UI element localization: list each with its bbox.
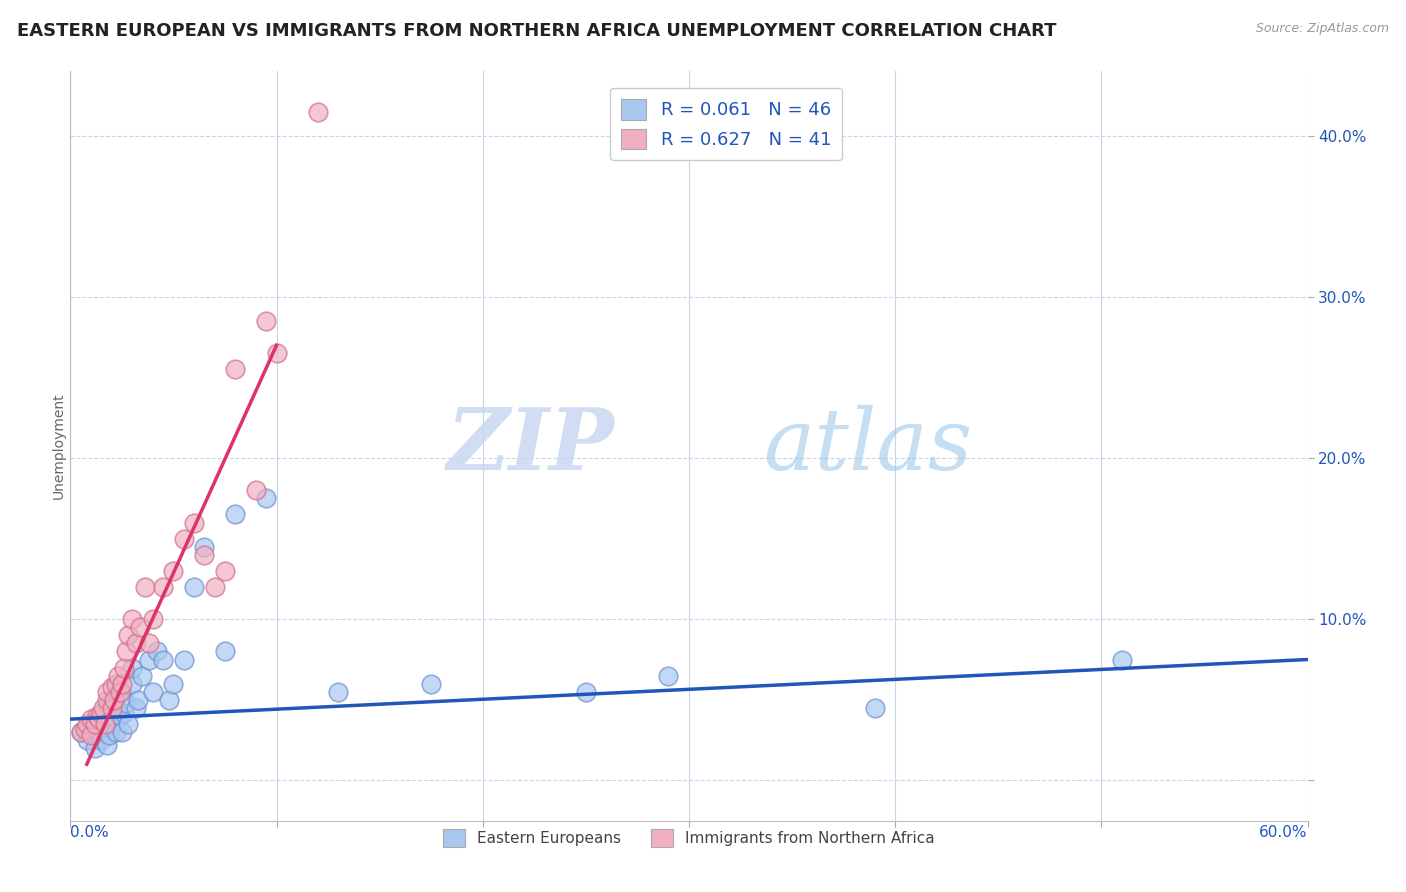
Point [193, 548, 215, 562]
Point [107, 684, 129, 698]
Point [84, 728, 107, 742]
Point [121, 676, 143, 690]
Point [100, 701, 122, 715]
Point [96, 738, 118, 752]
Point [142, 684, 165, 698]
Point [307, 104, 329, 119]
Point [112, 706, 135, 720]
Point [1111, 652, 1133, 666]
Point [224, 508, 246, 522]
Point [103, 712, 125, 726]
Point [98, 728, 121, 742]
Point [121, 660, 143, 674]
Point [204, 580, 226, 594]
Point [131, 668, 153, 682]
Point [328, 684, 350, 698]
Point [96, 684, 118, 698]
Point [129, 620, 152, 634]
Point [104, 676, 127, 690]
Point [183, 516, 205, 530]
Point [125, 701, 148, 715]
Point [121, 612, 143, 626]
Point [575, 684, 598, 698]
Point [73, 722, 96, 736]
Point [111, 725, 134, 739]
Legend: Eastern Europeans, Immigrants from Northern Africa: Eastern Europeans, Immigrants from North… [436, 822, 942, 855]
Point [142, 612, 165, 626]
Point [80, 712, 103, 726]
Point [104, 701, 127, 715]
Point [76, 717, 98, 731]
Point [863, 701, 886, 715]
Point [254, 491, 277, 506]
Point [108, 709, 131, 723]
Point [84, 741, 107, 756]
Point [134, 580, 156, 594]
Point [91, 701, 114, 715]
Point [107, 668, 129, 682]
Text: ZIP: ZIP [447, 404, 614, 488]
Point [90, 709, 112, 723]
Point [111, 676, 134, 690]
Point [245, 483, 267, 498]
Point [80, 717, 103, 731]
Point [86, 709, 108, 723]
Point [100, 680, 122, 694]
Point [111, 684, 134, 698]
Point [193, 540, 215, 554]
Point [162, 676, 184, 690]
Point [420, 676, 443, 690]
Point [214, 644, 236, 658]
Point [173, 532, 195, 546]
Point [115, 696, 138, 710]
Point [117, 717, 139, 731]
Point [162, 564, 184, 578]
Point [69, 725, 91, 739]
Point [96, 701, 118, 715]
Point [103, 693, 125, 707]
Point [115, 644, 138, 658]
Text: EASTERN EUROPEAN VS IMMIGRANTS FROM NORTHERN AFRICA UNEMPLOYMENT CORRELATION CHA: EASTERN EUROPEAN VS IMMIGRANTS FROM NORT… [17, 22, 1056, 40]
Point [183, 580, 205, 594]
Point [100, 717, 122, 731]
Point [127, 693, 149, 707]
Point [69, 725, 91, 739]
Point [224, 362, 246, 376]
Text: 0.0%: 0.0% [70, 825, 110, 840]
Point [104, 725, 127, 739]
Point [108, 684, 131, 698]
Point [254, 314, 277, 328]
Point [90, 706, 112, 720]
Point [76, 733, 98, 747]
Point [84, 717, 107, 731]
Text: atlas: atlas [763, 405, 973, 487]
Point [138, 652, 160, 666]
Point [173, 652, 195, 666]
Text: Source: ZipAtlas.com: Source: ZipAtlas.com [1256, 22, 1389, 36]
Point [94, 717, 117, 731]
Point [125, 636, 148, 650]
Point [96, 693, 118, 707]
Point [89, 712, 111, 726]
Point [94, 725, 117, 739]
Point [117, 628, 139, 642]
Point [266, 346, 288, 360]
Point [146, 644, 169, 658]
Point [157, 693, 180, 707]
Point [657, 668, 679, 682]
Point [112, 660, 135, 674]
Point [100, 693, 122, 707]
Point [80, 728, 103, 742]
Point [152, 652, 174, 666]
Point [138, 636, 160, 650]
Point [152, 580, 174, 594]
Point [214, 564, 236, 578]
Text: 60.0%: 60.0% [1260, 825, 1308, 840]
Y-axis label: Unemployment: Unemployment [52, 392, 66, 500]
Point [90, 733, 112, 747]
